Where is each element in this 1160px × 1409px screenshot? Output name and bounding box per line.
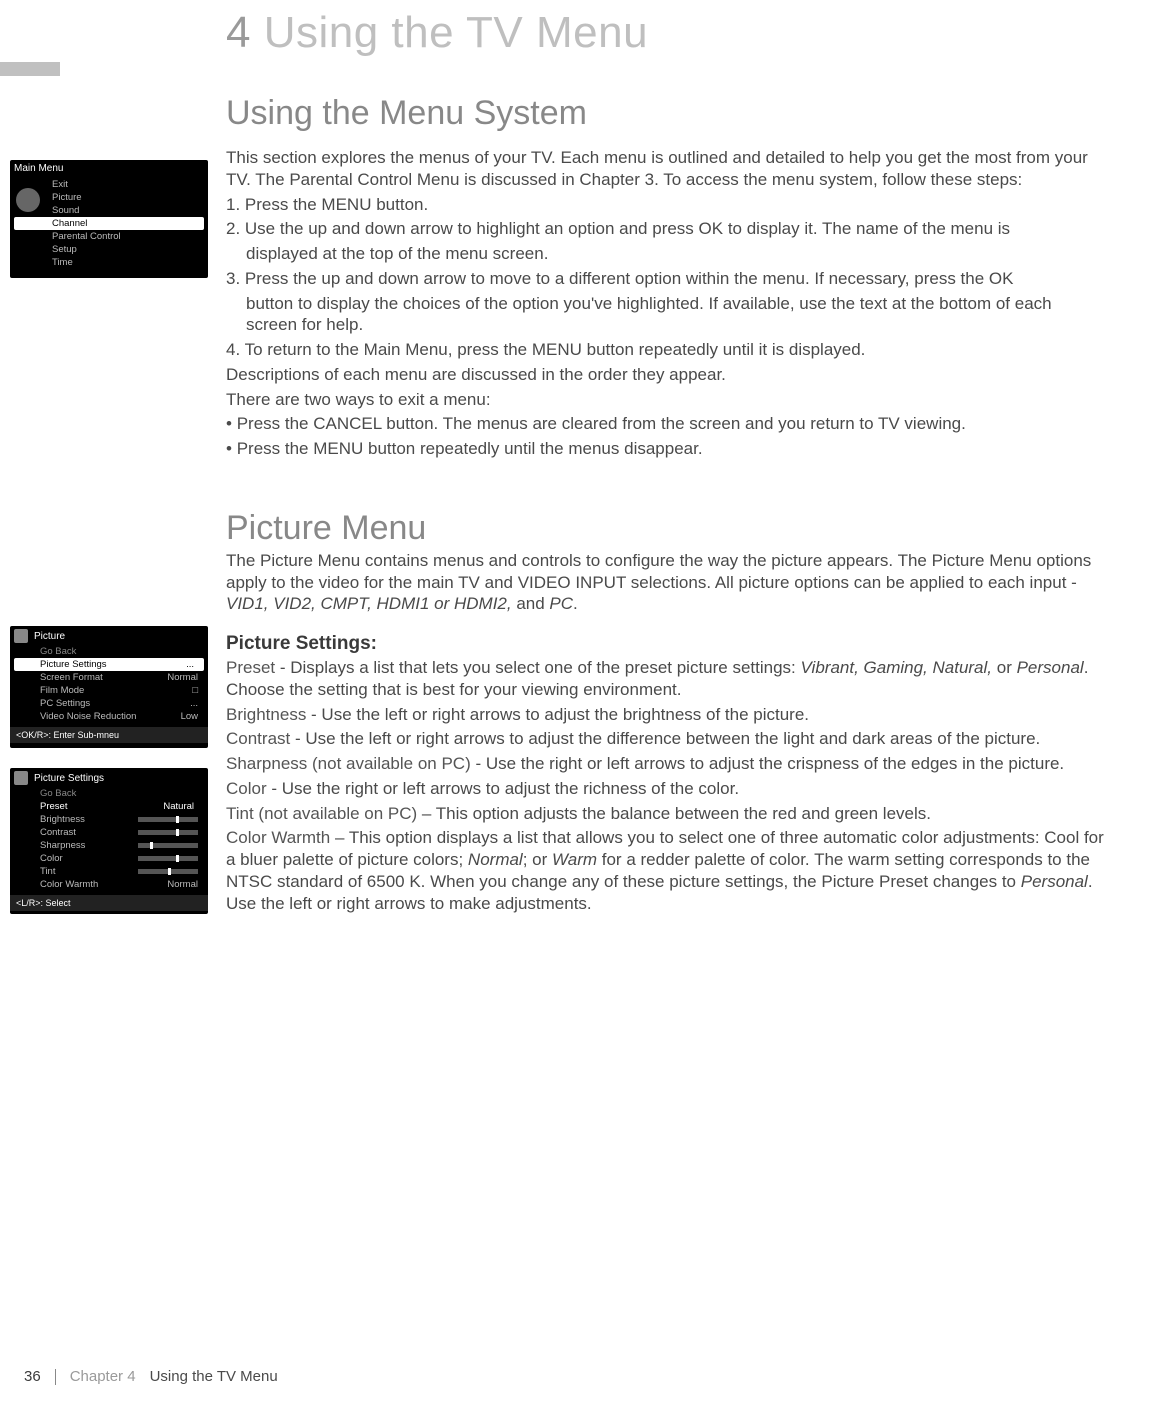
warm-b: ; or — [523, 850, 552, 869]
section1-intro: This section explores the menus of your … — [226, 147, 1106, 191]
picture-settings-subhead: Picture Settings: — [226, 633, 1106, 655]
preset-b: or — [992, 658, 1017, 677]
mainmenu-item: Channel — [14, 217, 204, 230]
picset-warm-l: Color Warmth — [40, 879, 98, 890]
bright-lbl: Brightness — [226, 705, 306, 724]
tint-line: Tint (not available on PC) – This option… — [226, 803, 1106, 825]
picset-preset-r: Natural — [163, 801, 194, 812]
picmenu-title: Picture — [34, 631, 65, 642]
section2-intro: The Picture Menu contains menus and cont… — [226, 550, 1106, 615]
picmenu-row: Video Noise ReductionLow — [10, 710, 208, 723]
chapter-title: 4 Using the TV Menu — [226, 8, 648, 58]
picmenu-help: <OK/R>: Enter Sub-mneu — [10, 727, 208, 743]
desc: Descriptions of each menu are discussed … — [226, 364, 1106, 386]
mainmenu-item: Sound — [10, 204, 208, 217]
s2-dot: . — [573, 594, 578, 613]
mainmenu-item: Setup — [10, 243, 208, 256]
step3: 3. Press the up and down arrow to move t… — [226, 268, 1106, 290]
picmenu-row: Screen FormatNormal — [10, 671, 208, 684]
sharp-lbl: Sharpness (not available on PC) — [226, 754, 471, 773]
s2-pc: PC — [549, 594, 573, 613]
mainmenu-title: Main Menu — [14, 163, 63, 174]
step3b: button to display the choices of the opt… — [226, 293, 1106, 337]
color-line: Color - Use the right or left arrows to … — [226, 778, 1106, 800]
picmenu-row: Film Mode□ — [10, 684, 208, 697]
sharp-line: Sharpness (not available on PC) - Use th… — [226, 753, 1106, 775]
mainmenu-item: Parental Control — [10, 230, 208, 243]
exit-intro: There are two ways to exit a menu: — [226, 389, 1106, 411]
picmenu-back: Go Back — [40, 646, 76, 657]
picture-icon — [14, 629, 28, 643]
chapter-number: 4 — [226, 8, 251, 57]
picset-preset-row: Preset Natural — [14, 800, 204, 813]
chapter-title-text: Using the TV Menu — [264, 8, 648, 57]
sharp-t: - Use the right or left arrows to adjust… — [471, 754, 1064, 773]
main-menu-screenshot: Main Menu ExitPictureSoundChannelParenta… — [10, 160, 208, 278]
section2-heading: Picture Menu — [226, 509, 1106, 548]
picset-title: Picture Settings — [34, 773, 104, 784]
contrast-lbl: Contrast — [226, 729, 290, 748]
header-accent-bar — [0, 62, 60, 76]
step2b: displayed at the top of the menu screen. — [226, 243, 1106, 265]
picset-slider-row: Brightness — [10, 813, 208, 826]
picset-icon — [14, 771, 28, 785]
picmenu-row: Picture Settings... — [14, 658, 204, 671]
step1: 1. Press the MENU button. — [226, 194, 1106, 216]
mainmenu-item: Exit — [10, 178, 208, 191]
picset-preset-l: Preset — [40, 801, 67, 812]
contrast-line: Contrast - Use the left or right arrows … — [226, 728, 1106, 750]
picture-menu-screenshot: Picture Go Back Picture Settings...Scree… — [10, 626, 208, 748]
preset-a: - Displays a list that lets you select o… — [275, 658, 800, 677]
tint-lbl: Tint (not available on PC) — [226, 804, 417, 823]
preset-lbl: Preset — [226, 658, 275, 677]
page-number: 36 — [24, 1368, 41, 1385]
picset-back: Go Back — [40, 788, 76, 799]
section1-heading: Using the Menu System — [226, 94, 1106, 133]
preset-line: Preset - Displays a list that lets you s… — [226, 657, 1106, 701]
step2: 2. Use the up and down arrow to highligh… — [226, 218, 1106, 240]
warm-w: Warm — [552, 850, 597, 869]
color-lbl: Color — [226, 779, 267, 798]
contrast-t: - Use the left or right arrows to adjust… — [290, 729, 1040, 748]
footer-chapter: Chapter 4 — [70, 1368, 136, 1385]
warm-p: Personal — [1021, 872, 1088, 891]
preset-opts: Vibrant, Gaming, Natural, — [801, 658, 993, 677]
warm-n: Normal — [468, 850, 523, 869]
s2-inputs: VID1, VID2, CMPT, HDMI1 or HDMI2, — [226, 594, 512, 613]
s2-a: The Picture Menu contains menus and cont… — [226, 551, 1091, 592]
page-footer: 36 Chapter 4 Using the TV Menu — [24, 1368, 278, 1385]
body-column: Using the Menu System This section explo… — [226, 94, 1106, 917]
picture-settings-screenshot: Picture Settings Go Back Preset Natural … — [10, 768, 208, 914]
warm-lbl: Color Warmth — [226, 828, 330, 847]
warm-line: Color Warmth – This option displays a li… — [226, 827, 1106, 914]
picmenu-row: PC Settings... — [10, 697, 208, 710]
picset-slider-row: Color — [10, 852, 208, 865]
mainmenu-item: Time — [10, 256, 208, 269]
exit1: Press the CANCEL button. The menus are c… — [226, 413, 1106, 435]
tint-t: – This option adjusts the balance betwee… — [417, 804, 931, 823]
s2-b: and — [512, 594, 550, 613]
picset-slider-row: Sharpness — [10, 839, 208, 852]
color-t: - Use the right or left arrows to adjust… — [267, 779, 739, 798]
picset-slider-row: Tint — [10, 865, 208, 878]
exit2: Press the MENU button repeatedly until t… — [226, 438, 1106, 460]
preset-pers: Personal — [1017, 658, 1084, 677]
decorative-icon — [16, 188, 40, 212]
picset-warm-r: Normal — [167, 879, 198, 890]
footer-title: Using the TV Menu — [150, 1368, 278, 1385]
picset-help: <L/R>: Select — [10, 895, 208, 911]
picset-slider-row: Contrast — [10, 826, 208, 839]
bright-t: - Use the left or right arrows to adjust… — [306, 705, 809, 724]
picset-warm-row: Color Warmth Normal — [10, 878, 208, 891]
bright-line: Brightness - Use the left or right arrow… — [226, 704, 1106, 726]
footer-divider — [55, 1369, 56, 1385]
step4: 4. To return to the Main Menu, press the… — [226, 339, 1106, 361]
